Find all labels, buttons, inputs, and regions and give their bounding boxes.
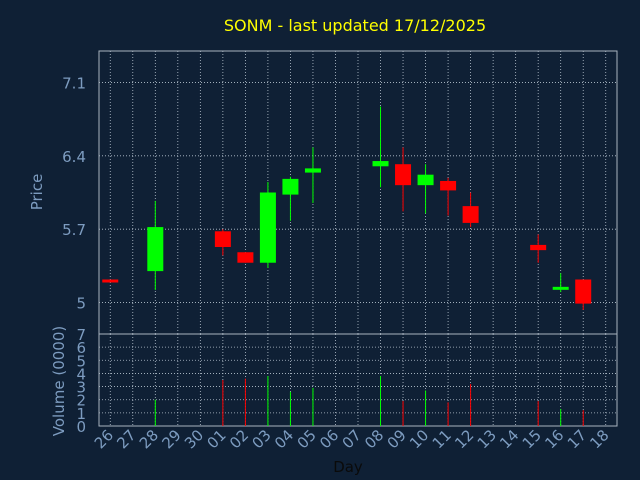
volume-y-tick-label: 1 [76,405,86,423]
candlesticks [102,106,592,310]
price-y-ticks: 7.1 6.4 5.7 5 [62,74,86,312]
candle-body [237,252,254,263]
candle-body [552,286,569,290]
candle-body [575,279,592,304]
price-y-tick-label: 5.7 [62,221,86,239]
volume-bars [154,376,584,426]
price-grid [99,51,617,334]
candle-body [530,244,547,251]
candle-body [372,161,389,167]
candle-body [147,227,164,272]
price-y-tick-label: 6.4 [62,148,86,166]
volume-y-tick-label: 6 [76,339,86,357]
price-y-tick-label: 5 [76,295,86,313]
candle-body [395,164,412,186]
candle-body [417,174,434,186]
volume-axis-label: Volume (0000) [50,326,68,436]
candle-body [214,231,231,248]
candle-body [304,168,321,173]
candle-body [282,178,299,195]
chart-title: SONM - last updated 17/12/2025 [224,16,486,35]
volume-plot-frame [98,333,618,427]
volume-y-tick-label: 3 [76,379,86,397]
x-axis-label: Day [333,458,363,476]
candle-body [102,279,119,283]
volume-y-tick-label: 2 [76,392,86,410]
volume-y-tick-label: 5 [76,352,86,370]
volume-y-tick-label: 0 [76,418,86,436]
candle-body [462,206,479,223]
x-axis-ticks: 2627282930010203040506070809101112131415… [91,426,613,452]
candle-body [440,180,457,191]
volume-y-tick-label: 7 [76,326,86,344]
candle-body [259,192,276,263]
volume-grid [99,333,617,426]
price-y-tick-label: 7.1 [62,74,86,92]
x-tick-label: 18 [586,426,612,452]
price-axis-label: Price [28,174,46,211]
volume-y-tick-label: 4 [76,365,86,383]
